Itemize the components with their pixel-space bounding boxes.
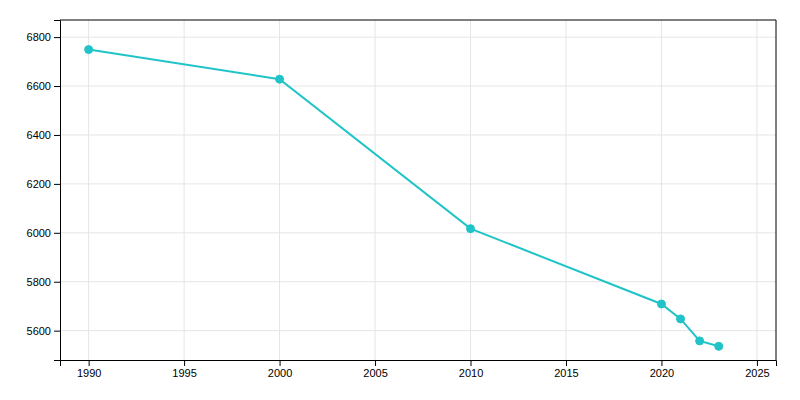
y-tick-label: 6200 (27, 178, 51, 190)
x-tick: 1995 (172, 360, 196, 379)
x-tick: 2025 (745, 360, 769, 379)
y-axis-line (54, 21, 61, 361)
plot-area: 1990 1995 2000 2005 2010 2015 2020 2025 5600 5800… (27, 20, 777, 379)
frame-right (776, 20, 777, 360)
y-tick: 5800 (27, 276, 60, 288)
marker (276, 75, 284, 83)
x-tick: 2020 (650, 360, 674, 379)
grid-line-x (279, 20, 280, 360)
x-axis-line (61, 361, 777, 367)
x-tick-label: 2020 (650, 367, 674, 379)
grid-line-y (60, 232, 776, 233)
y-tick-label: 5800 (27, 276, 51, 288)
frame-top (60, 20, 776, 21)
x-tick-mark (757, 360, 758, 366)
marker (715, 342, 723, 350)
y-tick-mark (54, 282, 60, 283)
y-tick-mark (54, 37, 60, 38)
grid-line-y (60, 281, 776, 282)
grid-line-y (60, 330, 776, 331)
y-tick: 6800 (27, 31, 60, 43)
y-tick: 6600 (27, 80, 60, 92)
marker (657, 300, 665, 308)
x-tick-mark (375, 360, 376, 366)
grid-line-x (470, 20, 471, 360)
y-tick-label: 5600 (27, 325, 51, 337)
y-tick-mark (54, 135, 60, 136)
y-tick-mark (54, 184, 60, 185)
x-axis: 1990 1995 2000 2005 2010 2015 2020 2025 (61, 360, 777, 379)
x-tick-mark (566, 360, 567, 366)
line (89, 50, 719, 347)
y-axis: 5600 5800 6000 6200 6400 6600 6800 (27, 21, 61, 361)
y-tick-mark (54, 331, 60, 332)
grid-line-y (60, 134, 776, 135)
y-tick-mark (54, 233, 60, 234)
marker (85, 46, 93, 54)
x-tick-label: 2015 (554, 367, 578, 379)
x-tick-label: 2025 (745, 367, 769, 379)
grid-line-x (756, 20, 757, 360)
grid-line-y (60, 183, 776, 184)
grid-line-y (60, 86, 776, 87)
x-tick-label: 2010 (459, 367, 483, 379)
x-tick-label: 1995 (172, 367, 196, 379)
x-tick: 2005 (363, 360, 387, 379)
y-tick: 6000 (27, 227, 60, 239)
x-tick-mark (184, 360, 185, 366)
y-tick-label: 6400 (27, 129, 51, 141)
grid-line-x (661, 20, 662, 360)
y-tick-label: 6800 (27, 31, 51, 43)
y-tick: 6400 (27, 129, 60, 141)
y-tick-mark (54, 86, 60, 87)
y-tick-label: 6000 (27, 227, 51, 239)
x-tick-label: 1990 (77, 367, 101, 379)
x-tick-mark (280, 360, 281, 366)
grid-line-x (88, 20, 89, 360)
marks (85, 46, 723, 351)
x-tick-label: 2000 (268, 367, 292, 379)
x-tick: 2000 (268, 360, 292, 379)
x-tick: 2015 (554, 360, 578, 379)
grid-line-y (60, 37, 776, 38)
grid (60, 20, 776, 360)
grid-line-x (375, 20, 376, 360)
y-tick: 5600 (27, 325, 60, 337)
marker (467, 225, 475, 233)
x-tick-label: 2005 (363, 367, 387, 379)
x-tick-mark (471, 360, 472, 366)
x-tick-mark (661, 360, 662, 366)
x-tick: 2010 (459, 360, 483, 379)
x-tick: 1990 (77, 360, 101, 379)
chart: 1990 1995 2000 2005 2010 2015 2020 2025 5600 5800… (0, 0, 800, 400)
grid-line-x (184, 20, 185, 360)
marker (677, 315, 685, 323)
y-tick: 6200 (27, 178, 60, 190)
y-tick-label: 6600 (27, 80, 51, 92)
grid-line-x (565, 20, 566, 360)
marker (696, 337, 704, 345)
x-tick-mark (89, 360, 90, 366)
